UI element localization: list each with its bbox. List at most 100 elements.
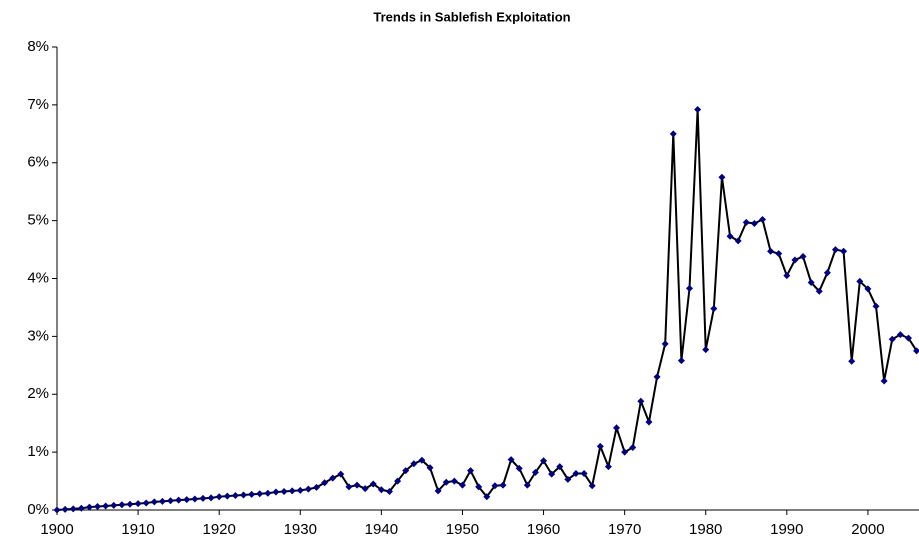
data-point: [102, 502, 110, 510]
data-point: [53, 506, 61, 514]
data-point: [677, 357, 685, 365]
data-point: [167, 497, 175, 505]
data-line: [56, 109, 918, 511]
data-point: [613, 424, 621, 432]
data-point: [345, 483, 353, 491]
data-point: [710, 305, 718, 313]
data-point: [686, 284, 694, 292]
y-tick-label: 2%: [27, 385, 49, 402]
data-point: [807, 279, 815, 287]
data-point: [588, 482, 596, 490]
data-point: [264, 489, 272, 497]
data-point: [304, 485, 312, 493]
y-tick-label: 8%: [27, 38, 49, 55]
data-point: [158, 497, 166, 505]
data-point: [621, 448, 629, 456]
data-point: [491, 482, 499, 490]
data-point: [77, 504, 85, 512]
data-point: [150, 498, 158, 506]
data-point: [580, 470, 588, 478]
data-point: [507, 456, 515, 464]
x-tick-label: 1950: [446, 521, 479, 538]
y-tick-label: 4%: [27, 269, 49, 286]
data-point: [442, 478, 450, 486]
data-point: [896, 331, 904, 339]
x-tick-label: 1980: [689, 521, 722, 538]
data-point: [118, 501, 126, 509]
data-point: [394, 477, 402, 485]
data-point: [499, 481, 507, 489]
y-tick-label: 5%: [27, 212, 49, 229]
data-point: [337, 470, 345, 478]
data-point: [661, 340, 669, 348]
data-point: [637, 397, 645, 405]
data-point: [256, 490, 264, 498]
x-tick-label: 1970: [608, 521, 641, 538]
data-point: [296, 486, 304, 494]
data-point: [312, 483, 320, 491]
y-tick-label: 3%: [27, 327, 49, 344]
x-tick-label: 1930: [284, 521, 317, 538]
data-point: [434, 487, 442, 495]
data-point: [483, 493, 491, 501]
data-point: [126, 500, 134, 508]
data-point: [231, 492, 239, 500]
chart-title: Trends in Sablefish Exploitation: [373, 9, 570, 24]
data-point: [718, 173, 726, 181]
data-point: [288, 487, 296, 495]
data-point: [458, 481, 466, 489]
data-point: [791, 256, 799, 264]
data-point: [872, 302, 880, 310]
x-tick-label: 1920: [202, 521, 235, 538]
data-point: [596, 442, 604, 450]
data-point: [61, 505, 69, 513]
data-point: [750, 220, 758, 228]
data-point: [240, 491, 248, 499]
data-point: [515, 464, 523, 472]
data-point: [467, 467, 475, 475]
data-point: [856, 277, 864, 285]
data-point: [702, 346, 710, 354]
data-point: [215, 493, 223, 501]
data-point: [175, 496, 183, 504]
data-point: [572, 470, 580, 478]
data-point: [913, 347, 919, 355]
data-point: [85, 503, 93, 511]
data-point: [540, 457, 548, 465]
data-point: [556, 463, 564, 471]
data-point: [629, 443, 637, 451]
x-tick-label: 2000: [851, 521, 884, 538]
data-point: [199, 494, 207, 502]
data-point: [840, 247, 848, 255]
x-tick-label: 1910: [121, 521, 154, 538]
y-tick-label: 6%: [27, 154, 49, 171]
data-point: [410, 460, 418, 468]
data-point: [402, 467, 410, 475]
data-point: [426, 464, 434, 472]
data-point: [742, 218, 750, 226]
y-tick-label: 7%: [27, 96, 49, 113]
x-tick-label: 1900: [40, 521, 73, 538]
data-point: [758, 215, 766, 223]
data-point: [604, 463, 612, 471]
data-point: [280, 487, 288, 495]
data-point: [831, 246, 839, 254]
y-tick-label: 0%: [27, 501, 49, 518]
data-point: [353, 481, 361, 489]
x-tick-label: 1990: [770, 521, 803, 538]
data-point: [880, 377, 888, 385]
data-point: [888, 335, 896, 343]
data-point: [142, 499, 150, 507]
data-point: [369, 480, 377, 488]
data-point: [94, 503, 102, 511]
data-point: [523, 481, 531, 489]
data-point: [223, 492, 231, 500]
data-point: [361, 485, 369, 493]
data-point: [321, 479, 329, 487]
data-point: [248, 490, 256, 498]
data-point: [475, 483, 483, 491]
data-point: [904, 334, 912, 342]
data-point: [815, 287, 823, 295]
data-point: [191, 495, 199, 503]
